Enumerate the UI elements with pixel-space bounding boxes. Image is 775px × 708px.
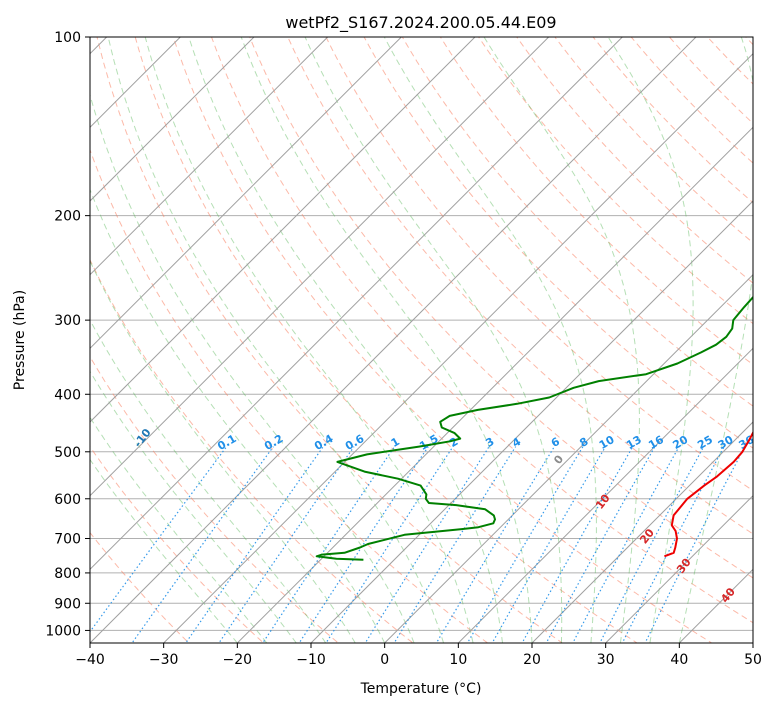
isotherm xyxy=(90,37,550,497)
isotherm xyxy=(90,37,476,423)
dry-adiabat xyxy=(287,37,753,535)
isotherm xyxy=(163,52,753,643)
moist-adiabat xyxy=(90,93,415,643)
y-tick-label: 800 xyxy=(54,566,81,582)
moist-adiabat xyxy=(90,188,386,643)
x-tick-label: 30 xyxy=(597,652,615,668)
y-tick-label: 300 xyxy=(54,313,81,329)
isotherm xyxy=(90,37,623,571)
mixing-ratio-line xyxy=(545,446,656,643)
x-tick-label: −40 xyxy=(75,652,105,668)
dry-adiabat xyxy=(210,37,753,624)
isotherm xyxy=(90,37,697,643)
moist-adiabat xyxy=(188,37,503,643)
moist-adiabat xyxy=(607,37,694,643)
moist-adiabat xyxy=(107,37,445,643)
dry-adiabat xyxy=(90,531,190,643)
x-axis-label: Temperature (°C) xyxy=(360,681,482,697)
x-tick-label: −20 xyxy=(223,652,253,668)
isotherm xyxy=(457,347,753,643)
mixing-ratio-line xyxy=(435,446,555,643)
mixing-ratio-line xyxy=(491,446,607,643)
moist-adiabat xyxy=(90,319,327,643)
x-tick-label: 50 xyxy=(744,652,762,668)
dry-adiabat xyxy=(172,37,713,643)
mixing-ratio-line xyxy=(131,446,274,643)
mixing-ratio-line xyxy=(262,446,396,643)
moist-adiabat xyxy=(90,370,297,643)
dry-adiabats xyxy=(90,37,753,643)
dewpoint-profile xyxy=(315,295,753,561)
isotherm xyxy=(90,37,402,350)
mixing-ratio-line xyxy=(521,446,634,643)
y-tick-label: 600 xyxy=(54,492,81,508)
mixing-ratio-line xyxy=(218,446,355,643)
plot-frame xyxy=(89,36,754,644)
y-tick-label: 900 xyxy=(54,596,81,612)
moist-adiabat xyxy=(90,458,238,643)
isotherm xyxy=(531,421,753,643)
moist-adiabat xyxy=(483,37,640,643)
moist-adiabat xyxy=(678,37,753,643)
moist-adiabat xyxy=(304,37,563,643)
dry-adiabat xyxy=(249,37,753,579)
y-tick-label: 1000 xyxy=(45,623,81,639)
sounding-series xyxy=(315,295,753,561)
isotherm xyxy=(605,494,753,643)
dry-adiabat xyxy=(134,37,638,643)
y-tick-label: 200 xyxy=(54,209,81,225)
moist-adiabats xyxy=(90,37,753,643)
isotherm xyxy=(90,37,255,202)
dry-adiabat xyxy=(90,258,414,643)
moist-adiabat xyxy=(144,37,474,643)
mixing-ratio-line xyxy=(364,446,490,643)
dry-adiabat xyxy=(478,37,753,325)
pressure-gridlines xyxy=(90,37,753,631)
dry-adiabat xyxy=(90,445,265,643)
mixing-ratio-line xyxy=(644,446,746,643)
mixing-ratio-line xyxy=(572,446,680,643)
mixing-ratio-lines xyxy=(90,446,746,643)
moist-adiabat xyxy=(90,259,356,643)
x-tick-label: 40 xyxy=(670,652,688,668)
isotherm xyxy=(310,200,753,643)
dry-adiabat xyxy=(439,37,753,366)
adiabat-labels: 0.10.20.40.611.52346810131620253036-100-… xyxy=(131,426,756,605)
isotherm xyxy=(384,273,753,643)
plot-area: 0.10.20.40.611.52346810131620253036-100-… xyxy=(90,37,756,643)
isotherms xyxy=(90,37,753,643)
x-tick-label: −30 xyxy=(149,652,179,668)
y-tick-label: 400 xyxy=(54,387,81,403)
x-tick-label: 10 xyxy=(449,652,467,668)
mixing-ratio-label: 36 xyxy=(736,433,756,452)
y-axis-ticks: 100 200 300 400 500 600 700 800 900 1000 xyxy=(45,30,90,639)
y-tick-label: 100 xyxy=(54,30,81,46)
mixing-ratio-line xyxy=(599,446,705,643)
x-tick-label: 20 xyxy=(523,652,541,668)
y-tick-label: 700 xyxy=(54,532,81,548)
isotherm xyxy=(236,126,753,643)
isotherm xyxy=(90,37,329,276)
y-tick-label: 500 xyxy=(54,445,81,461)
x-tick-label: 0 xyxy=(380,652,389,668)
mixing-ratio-line xyxy=(393,446,517,643)
moist-adiabat xyxy=(240,37,533,643)
temperature-profile xyxy=(664,430,753,558)
moist-adiabat xyxy=(383,37,597,643)
x-tick-label: −10 xyxy=(296,652,326,668)
moist-adiabat xyxy=(90,416,268,643)
x-axis-ticks: −40 −30 −20 −10 0 10 20 30 40 50 xyxy=(75,643,762,668)
y-axis-label: Pressure (hPa) xyxy=(12,290,28,390)
dry-adiabat xyxy=(90,355,340,643)
chart-title: wetPf2_S167.2024.200.05.44.E09 xyxy=(285,13,556,33)
mixing-ratio-line xyxy=(466,446,584,643)
dry-adiabat xyxy=(96,37,564,643)
